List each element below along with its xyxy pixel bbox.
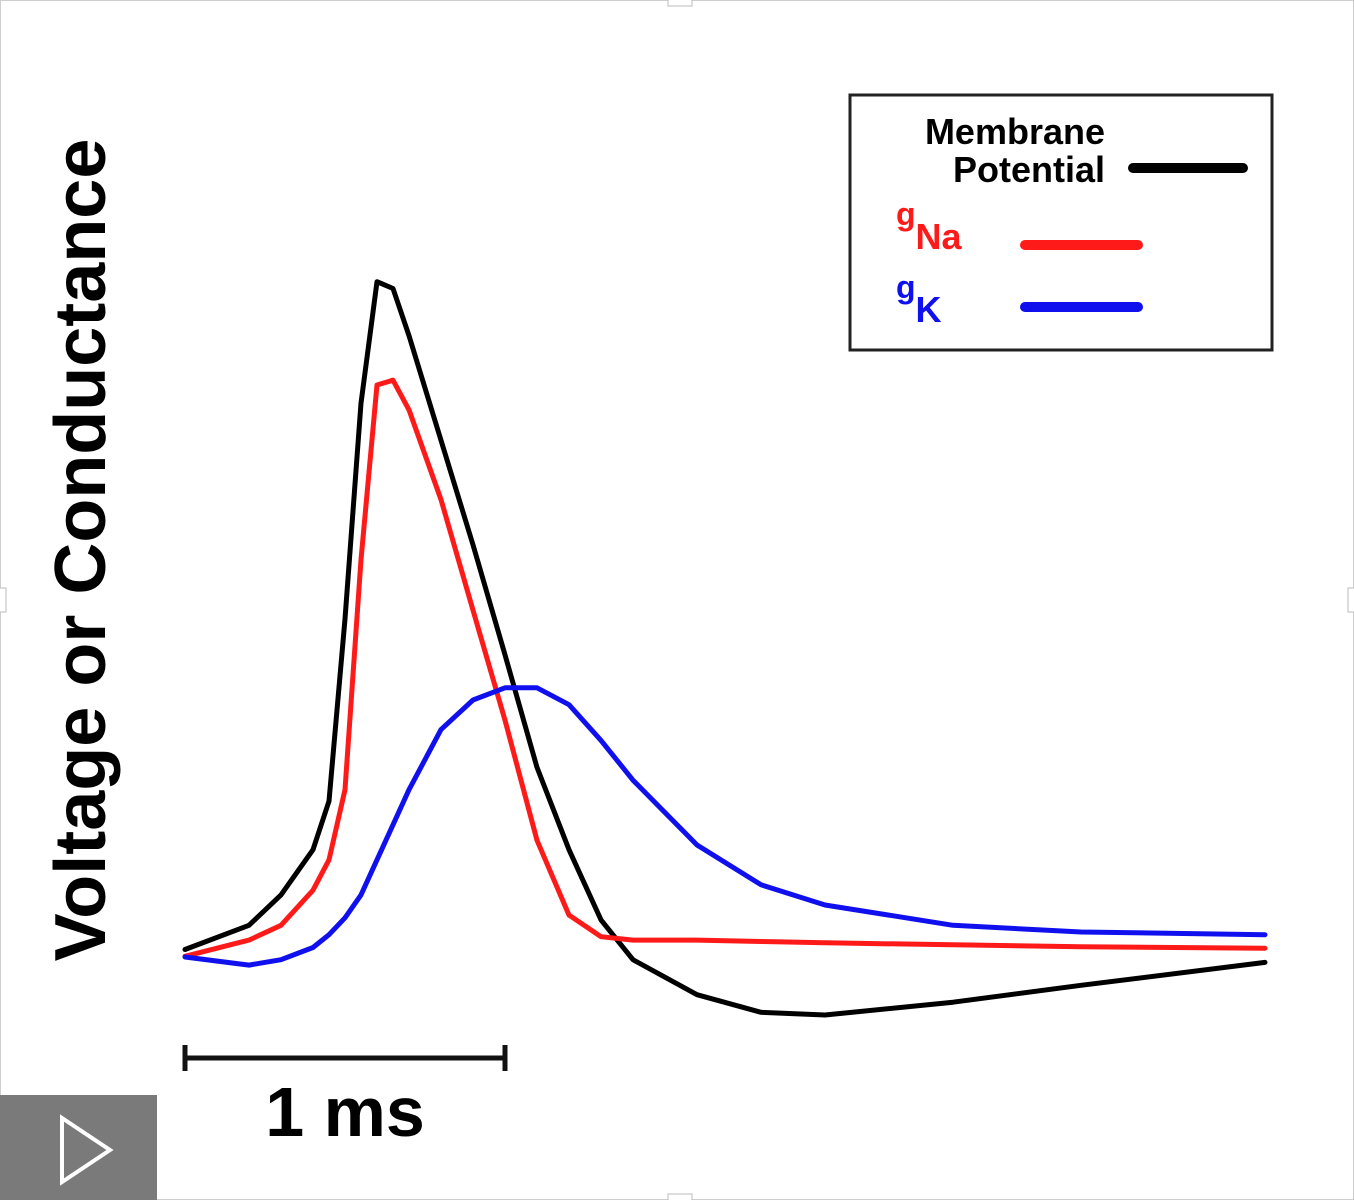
play-button[interactable] xyxy=(0,1095,157,1200)
resize-handle[interactable] xyxy=(1347,587,1354,613)
legend-label: gNa xyxy=(896,195,962,256)
series-line xyxy=(182,377,1268,959)
legend-symbol: g xyxy=(896,269,916,305)
resize-handle[interactable] xyxy=(667,1193,693,1200)
legend-symbol: g xyxy=(896,196,916,232)
scale-bar xyxy=(182,1045,508,1071)
scale-bar-label: 1 ms xyxy=(265,1073,425,1151)
resize-handle[interactable] xyxy=(0,587,7,613)
legend-subscript: K xyxy=(915,289,942,330)
series-line xyxy=(182,279,1268,1018)
y-axis-label: Voltage or Conductance xyxy=(41,139,121,962)
legend-subscript: Na xyxy=(915,216,962,257)
resize-handle[interactable] xyxy=(667,0,693,7)
play-button-bg[interactable] xyxy=(0,1095,157,1200)
series-line xyxy=(182,685,1268,968)
legend-label: gK xyxy=(896,268,942,329)
legend-label: Membrane Potential xyxy=(924,111,1105,190)
play-icon[interactable] xyxy=(60,1114,114,1186)
